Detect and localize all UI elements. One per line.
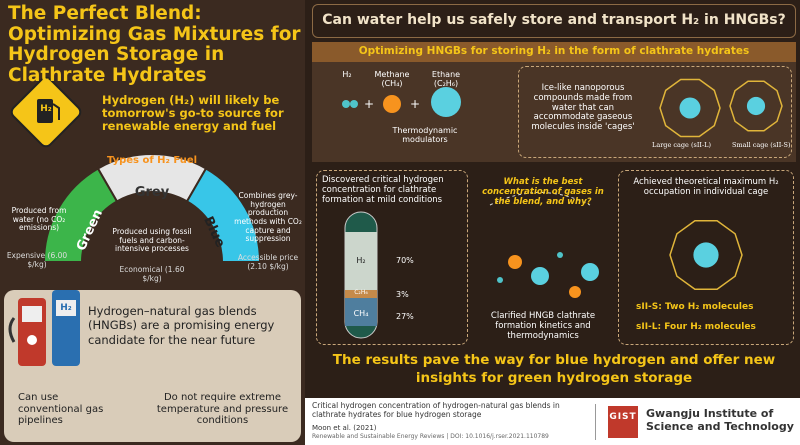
finding1: Discovered critical hydrogen concentrati… [322,175,444,205]
cage-label: Large cage (sII-L) [652,141,712,149]
paper-title: Critical hydrogen concentration of hydro… [312,401,560,419]
question: Can water help us safely store and trans… [322,12,786,28]
blend-molecules [497,252,599,298]
benefit: Can use conventional gas pipelines [18,392,104,426]
tube-gas: C₂H₆ [354,289,368,296]
sign-label: H₂ [40,104,52,114]
cage-label: Small cage (sII-S) [732,141,791,149]
molecule-icons: + + [342,87,461,117]
cage [669,220,743,290]
banner-band [312,42,796,62]
fuel-name: Grey [134,185,170,200]
fuel-heading: Types of H₂ Fuel [106,155,198,166]
cage [729,80,783,132]
pumps [8,290,80,366]
arrow [489,192,591,206]
occupation: sII-S: Two H₂ molecules [636,302,754,312]
fuel-price: Economical (1.60 $/kg) [119,265,185,283]
cage-guest [693,242,719,268]
authors: Moon et al. (2021) [312,424,377,432]
cage-icons [659,78,783,290]
hngb-text: Hydrogen–natural gas blends (HNGBs) are … [88,304,275,347]
molecule-label: H₂ [342,70,352,79]
clathrate-box [518,66,792,158]
concentration-tube [344,211,378,339]
svg-text:+: + [410,97,420,111]
fuel-price: Accessible price (2.10 $/kg) [237,253,299,271]
cage-guest [679,97,701,119]
title: The Perfect Blend: Optimizing Gas Mixtur… [8,3,301,87]
arc-segment [185,167,262,263]
footer [305,398,800,445]
tube-share: 27% [396,312,414,321]
journal: Renewable and Sustainable Energy Reviews… [312,433,549,440]
finding3-box [618,170,794,345]
fuel-description: Produced using fossil fuels and carbon-i… [112,227,192,254]
cage [659,78,721,138]
clathrate-text: Ice-like nanoporous compounds made from … [531,83,635,133]
footer-divider [595,404,596,440]
banner: Optimizing HNGBs for storing H₂ in the f… [358,45,750,57]
finding3: Achieved theoretical maximum H₂ occupati… [633,177,779,197]
question-box [312,4,796,38]
fuel-description: Combines grey-hydrogen production method… [234,191,302,244]
gist-logo [608,406,638,438]
fuel-arc [42,153,262,263]
tube-gas: CH₄ [353,309,369,318]
pump-label: H₂ [60,303,72,313]
modulators: Thermodynamic modulators [392,126,458,145]
cage-guest [746,96,766,116]
fuel-description: Produced from water (no CO₂ emissions) [11,206,67,233]
intro: Hydrogen (H₂) will likely be tomorrow's … [102,93,284,134]
tube-gas: H₂ [356,256,366,265]
benefit: Do not require extreme temperature and p… [156,392,289,426]
tube-share: 3% [396,290,409,299]
fuel-sign [10,76,82,148]
svg-text:+: + [364,97,374,111]
logo: GIST [609,412,637,422]
molecule-label: Methane (CH₄) [374,70,410,89]
finding2: Clarified HNGB clathrate formation kinet… [490,311,596,341]
finding1-box [316,170,468,345]
tube-share: 70% [396,256,414,265]
finding2-question: What is the best concentration of gases … [482,177,604,207]
occupation: sII-L: Four H₂ molecules [636,322,756,332]
fuel-price: Expensive (6.00 $/kg) [6,251,68,269]
molecule-label: Ethane (C₂H₆) [431,70,461,89]
institute: Gwangju Institute of Science and Technol… [646,407,794,433]
conclusion: The results pave the way for blue hydrog… [332,352,776,386]
